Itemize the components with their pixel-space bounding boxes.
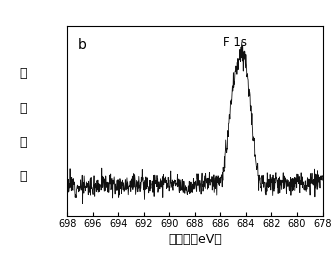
Text: F 1s: F 1s (223, 36, 247, 49)
Text: 强: 强 (20, 136, 27, 149)
X-axis label: 结合能（eV）: 结合能（eV） (168, 233, 222, 246)
Text: 相: 相 (20, 67, 27, 81)
Text: b: b (77, 38, 86, 52)
Text: 对: 对 (20, 102, 27, 115)
Text: 度: 度 (20, 170, 27, 183)
